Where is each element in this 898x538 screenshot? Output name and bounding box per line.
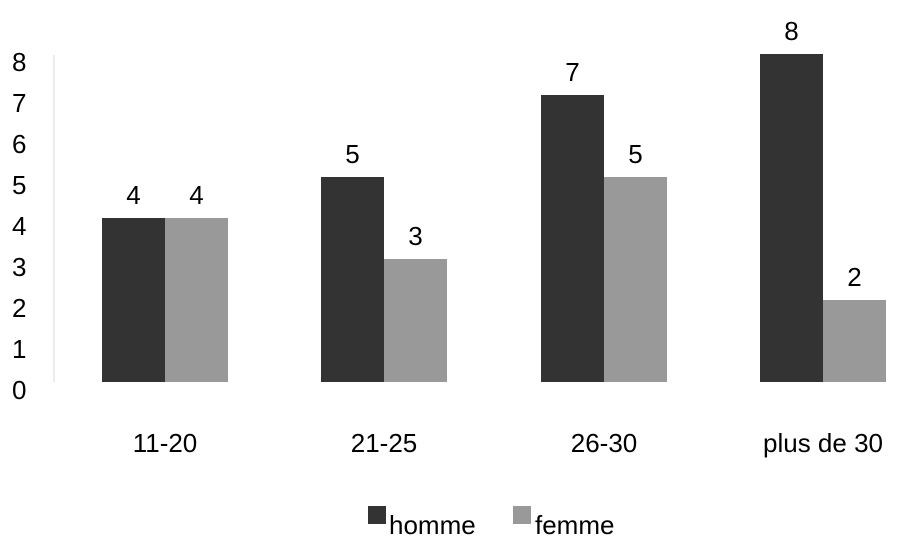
x-tick-label: 11-20 (133, 428, 198, 458)
legend-label-homme: homme (389, 510, 476, 538)
data-label-homme-0: 4 (126, 180, 140, 210)
data-label-femme-2: 5 (628, 139, 642, 169)
y-tick-label: 6 (12, 129, 26, 159)
y-tick-label: 1 (12, 334, 26, 364)
x-tick-label: 21-25 (351, 428, 418, 458)
legend-swatch-homme (368, 506, 386, 524)
y-tick-label: 2 (12, 293, 26, 323)
x-tick-label: plus de 30 (763, 428, 883, 458)
bar-femme-3 (823, 300, 886, 382)
y-tick-label: 4 (12, 211, 26, 241)
data-label-homme-2: 7 (565, 57, 579, 87)
data-label-femme-3: 2 (847, 262, 861, 292)
y-tick-label: 0 (12, 375, 26, 405)
data-label-femme-0: 4 (189, 180, 203, 210)
y-axis-ticks: 0 1 2 3 4 5 6 7 8 (12, 47, 26, 405)
data-labels: 4 4 5 3 7 5 8 2 (126, 16, 861, 292)
data-label-homme-3: 8 (784, 16, 798, 46)
x-tick-label: 26-30 (571, 428, 638, 458)
legend: homme femme (368, 506, 614, 538)
y-tick-label: 3 (12, 252, 26, 282)
bar-homme-2 (541, 95, 604, 382)
bar-homme-0 (102, 218, 165, 382)
y-tick-label: 5 (12, 170, 26, 200)
bar-homme-3 (760, 54, 823, 382)
legend-label-femme: femme (535, 510, 614, 538)
y-tick-label: 8 (12, 47, 26, 77)
data-label-homme-1: 5 (345, 139, 359, 169)
legend-swatch-femme (513, 506, 531, 524)
bar-homme-1 (321, 177, 384, 382)
data-label-femme-1: 3 (408, 221, 422, 251)
bar-femme-0 (165, 218, 228, 382)
bar-femme-2 (604, 177, 667, 382)
bars (102, 54, 886, 382)
x-axis-labels: 11-20 21-25 26-30 plus de 30 (133, 428, 883, 458)
y-tick-label: 7 (12, 88, 26, 118)
bar-femme-1 (384, 259, 447, 382)
